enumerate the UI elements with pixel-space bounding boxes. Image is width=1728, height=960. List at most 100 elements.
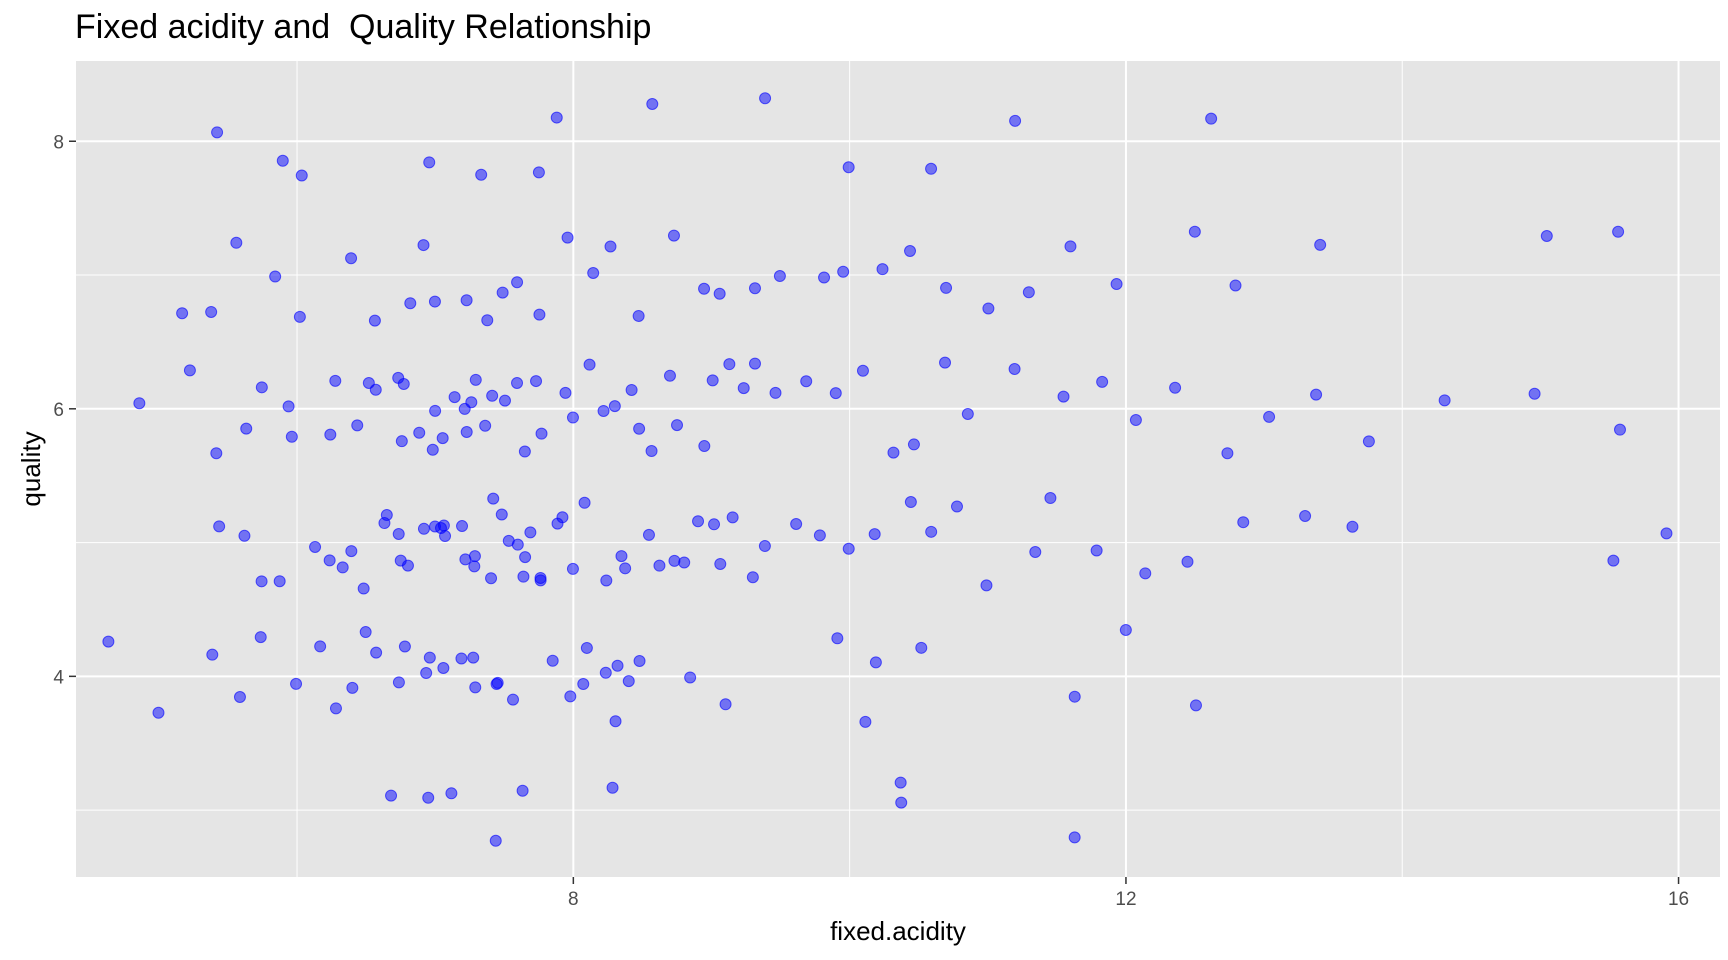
data-point [1346,520,1359,533]
data-point [608,400,621,413]
data-point [417,239,430,252]
data-point [684,671,697,684]
data-point [829,387,842,400]
data-point [961,408,974,421]
data-point [422,791,435,804]
data-point [587,266,600,279]
data-point [619,562,632,575]
x-tick-label: 8 [568,889,579,910]
data-point [546,654,559,667]
data-point [1096,375,1109,388]
data-point [276,154,289,167]
data-point [255,381,268,394]
data-point [395,435,408,448]
data-point [423,156,436,169]
data-point [1607,554,1620,567]
data-point [564,690,577,703]
data-point [904,244,917,257]
data-point [713,287,726,300]
data-point [1310,388,1323,401]
data-point [460,294,473,307]
data-point [517,570,530,583]
data-point [980,579,993,592]
data-point [269,270,282,283]
data-point [437,519,450,532]
x-tick-label: 12 [1115,889,1136,910]
data-point [831,632,844,645]
data-point [1139,567,1152,580]
data-point [524,526,537,539]
data-point [290,677,303,690]
data-point [293,310,306,323]
data-point [336,561,349,574]
data-point [420,666,433,679]
data-point [1008,363,1021,376]
data-point [925,162,938,175]
data-point [813,529,826,542]
data-point [273,575,286,588]
data-point [238,529,251,542]
data-point [895,796,908,809]
data-point [437,661,450,674]
data-point [1068,690,1081,703]
data-point [230,236,243,249]
data-point [152,706,165,719]
data-point [468,550,481,563]
data-point [950,500,963,513]
data-point [436,432,449,445]
data-point [469,681,482,694]
data-point [516,784,529,797]
data-point [254,631,267,644]
data-point [1064,240,1077,253]
data-point [1660,527,1673,540]
data-point [176,307,189,320]
data-point [511,538,524,551]
data-point [737,382,750,395]
data-point [439,530,452,543]
data-point [615,550,628,563]
data-point [719,698,732,711]
data-point [417,522,430,535]
data-point [519,551,532,564]
data-point [285,430,298,443]
x-tick-label: 16 [1668,889,1689,910]
data-point [485,572,498,585]
data-point [550,111,563,124]
data-point [940,281,953,294]
data-point [518,445,531,458]
data-point [597,404,610,417]
data-point [205,305,218,318]
data-point [606,781,619,794]
data-point [532,166,545,179]
data-point [887,446,900,459]
data-point [566,411,579,424]
data-point [468,560,481,573]
data-point [486,389,499,402]
data-point [1169,381,1182,394]
data-point [842,542,855,555]
data-point [533,308,546,321]
data-point [428,295,441,308]
data-point [625,383,638,396]
data-point [580,641,593,654]
data-point [748,282,761,295]
data-point [398,640,411,653]
data-point [818,271,831,284]
data-point [282,400,295,413]
data-point [773,270,786,283]
data-point [1188,225,1201,238]
data-point [633,655,646,668]
data-point [511,376,524,389]
data-point [758,540,771,553]
data-point [233,691,246,704]
data-point [907,438,920,451]
data-point [837,265,850,278]
data-point [401,559,414,572]
data-point [323,554,336,567]
data-point [345,252,358,265]
data-point [868,528,881,541]
data-point [467,651,480,664]
data-point [599,666,612,679]
data-point [800,375,813,388]
